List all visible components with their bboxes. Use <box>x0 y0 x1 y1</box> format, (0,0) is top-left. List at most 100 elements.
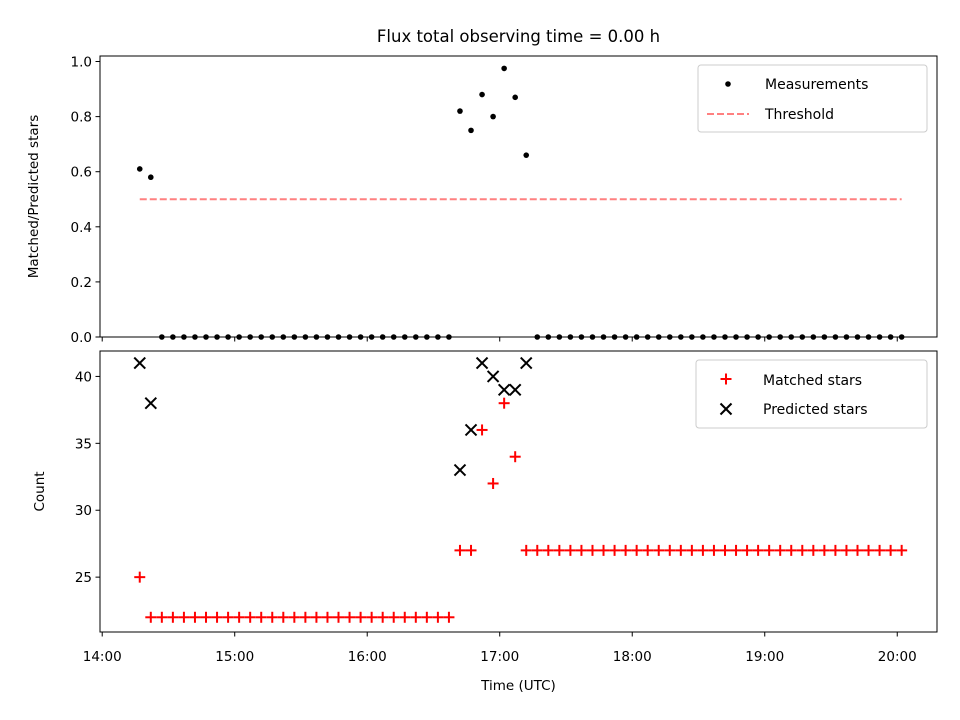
measurement-point <box>512 94 518 101</box>
x-tick-label: 19:00 <box>745 649 784 665</box>
matched-star-point <box>211 611 223 623</box>
predicted-star-point <box>497 383 511 397</box>
measurement-point <box>755 334 761 340</box>
measurement-point <box>578 334 585 340</box>
measurement-point <box>181 334 187 340</box>
count-y-tick-label: 30 <box>75 503 92 519</box>
ratio-y-axis-label: Matched/Predicted stars <box>26 115 42 278</box>
measurement-point <box>490 113 496 120</box>
matched-star-point <box>575 544 587 556</box>
ratio-y-tick-label: 0.2 <box>71 275 92 291</box>
ratio-y-ticks: 0.0 0.2 0.4 0.6 0.8 1.0 <box>71 55 100 346</box>
matched-star-point <box>741 544 753 556</box>
matched-star-point <box>410 611 422 623</box>
count-plot-marks <box>133 356 908 623</box>
measurement-point <box>379 334 386 340</box>
measurement-point <box>611 334 618 340</box>
matched-star-point <box>896 544 908 556</box>
legend-predicted-marker <box>719 402 733 416</box>
matched-star-point <box>178 611 190 623</box>
matched-star-point <box>288 611 300 623</box>
x-axis-label: Time (UTC) <box>480 678 556 694</box>
predicted-star-point <box>453 463 467 477</box>
measurement-point <box>567 334 574 340</box>
measurement-point <box>777 334 784 340</box>
measurement-point <box>633 334 640 340</box>
ratio-plot-marks <box>136 65 905 340</box>
measurement-point <box>556 334 563 340</box>
measurement-point <box>843 334 850 340</box>
ratio-y-tick-label: 0.4 <box>71 220 92 236</box>
matched-star-point <box>377 611 389 623</box>
count-x-ticks: 14:00 15:00 16:00 17:00 18:00 19:00 20:00 <box>83 632 917 665</box>
measurement-point <box>302 334 309 340</box>
count-y-ticks: 25 30 35 40 <box>75 369 100 586</box>
measurement-point <box>136 166 143 172</box>
measurement-point <box>468 127 474 134</box>
matched-star-point <box>487 477 499 489</box>
matched-star-point <box>509 451 521 463</box>
measurement-point <box>523 152 530 158</box>
count-y-tick-label: 35 <box>75 436 92 452</box>
legend-matched-marker <box>720 373 732 385</box>
matched-star-point <box>134 571 146 583</box>
x-tick-label: 18:00 <box>613 649 652 665</box>
matched-star-point <box>222 611 234 623</box>
matched-star-point <box>697 544 709 556</box>
matched-star-point <box>686 544 698 556</box>
measurement-point <box>545 334 552 340</box>
measurement-point <box>887 334 894 340</box>
matched-star-point <box>321 611 333 623</box>
matched-star-point <box>708 544 720 556</box>
matched-star-point <box>752 544 764 556</box>
matched-star-point <box>156 611 168 623</box>
measurement-point <box>589 334 596 340</box>
measurement-point <box>291 334 298 340</box>
predicted-star-point <box>486 370 500 383</box>
ratio-y-tick-label: 0.0 <box>71 330 92 346</box>
count-y-tick-label: 25 <box>75 570 92 586</box>
measurement-point <box>390 334 397 340</box>
ratio-legend: Measurements Threshold <box>697 64 928 133</box>
measurement-point <box>534 334 541 340</box>
matched-star-point <box>277 611 289 623</box>
count-legend: Matched stars Predicted stars <box>695 359 928 429</box>
matched-star-point <box>763 544 775 556</box>
matched-star-point <box>366 611 378 623</box>
measurement-point <box>413 334 419 340</box>
measurement-point <box>313 334 320 340</box>
matched-star-point <box>719 544 731 556</box>
measurement-point <box>236 334 242 340</box>
predicted-star-point <box>475 356 489 370</box>
matched-star-point <box>586 544 598 556</box>
legend-measurements-marker <box>725 81 731 87</box>
count-y-tick-label: 40 <box>75 369 92 385</box>
measurement-point <box>258 334 265 340</box>
matched-star-point <box>553 544 565 556</box>
measurement-point <box>401 334 408 340</box>
measurement-point <box>435 334 441 340</box>
measurement-point <box>788 334 795 340</box>
measurement-point <box>854 334 861 340</box>
matched-star-point <box>310 611 322 623</box>
measurement-point <box>865 334 872 340</box>
measurement-point <box>446 334 452 340</box>
measurement-point <box>655 334 662 340</box>
measurement-point <box>700 334 706 340</box>
predicted-star-point <box>508 383 522 397</box>
matched-star-point <box>675 544 687 556</box>
count-legend-box <box>695 359 928 429</box>
measurement-point <box>479 91 485 98</box>
matched-star-point <box>189 611 201 623</box>
matched-star-point <box>598 544 610 556</box>
count-plot: 25 30 35 40 14:00 15:00 16:00 17:00 18:00 19:00 2… <box>32 350 938 694</box>
measurement-point <box>192 334 198 340</box>
legend-predicted-label: Predicted stars <box>763 402 868 418</box>
matched-star-point <box>443 611 455 623</box>
measurement-point <box>644 334 651 340</box>
matched-star-point <box>299 611 311 623</box>
matched-star-point <box>465 544 477 556</box>
matched-star-point <box>388 611 400 623</box>
measurement-point <box>346 334 353 340</box>
